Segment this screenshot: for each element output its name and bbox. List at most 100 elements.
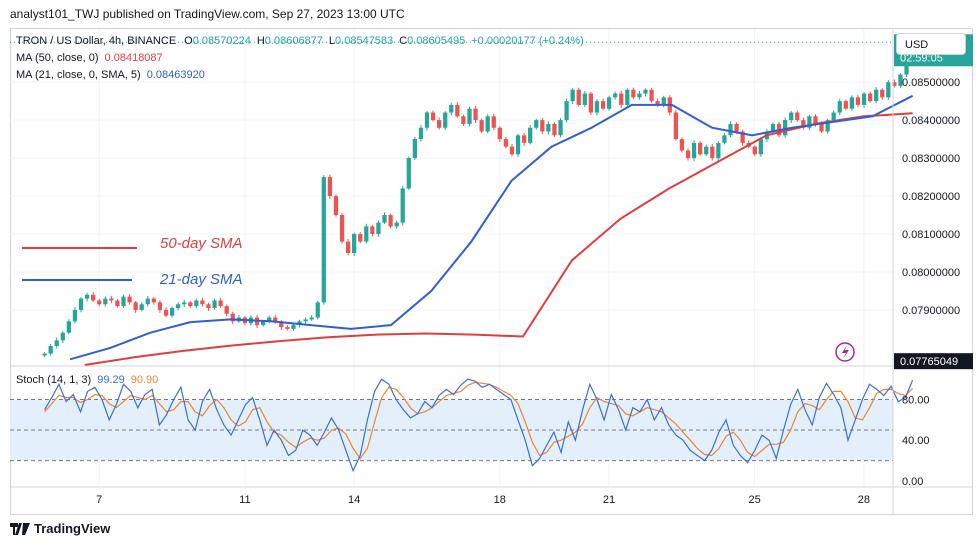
candle-body	[127, 296, 132, 303]
stoch-label: Stoch (14, 1, 3)	[16, 374, 92, 386]
price-tick-label: 0.08300000	[902, 153, 960, 165]
stoch-d-line	[44, 381, 914, 460]
candle-body	[139, 304, 144, 310]
countdown-text: 02:59:05	[900, 52, 943, 64]
candle-body	[376, 222, 381, 235]
low-value: 0.08547583	[335, 35, 394, 47]
candle-body	[212, 300, 217, 309]
candle-body	[406, 158, 411, 189]
candle-body	[339, 215, 345, 242]
candle-body	[224, 306, 229, 314]
time-tick-label: 21	[603, 494, 615, 506]
candle-body	[758, 139, 763, 155]
candle-body	[588, 93, 594, 113]
stoch-d-value: 90.90	[130, 374, 159, 386]
candle-body	[576, 89, 581, 105]
moving-averages	[69, 94, 914, 366]
candle-body	[279, 321, 284, 328]
candle-body	[115, 300, 120, 307]
candle-body	[109, 298, 114, 301]
candle-body	[364, 226, 369, 242]
candle-body	[528, 127, 533, 143]
candle-body	[552, 123, 557, 136]
candle-body	[874, 89, 879, 102]
sma50-annotation-label: 50-day SMA	[160, 235, 243, 252]
change-value: +0.00020177 (+0.24%)	[471, 35, 584, 47]
candle-body	[789, 112, 794, 121]
candle-body	[461, 116, 466, 124]
candle-body	[783, 120, 788, 136]
candle-body	[570, 89, 575, 102]
candle-body	[103, 298, 108, 305]
lightning-icon[interactable]	[835, 342, 855, 362]
time-tick-label: 18	[494, 494, 506, 506]
candle-body	[333, 196, 339, 216]
candle-body	[145, 298, 150, 305]
candle-body	[625, 89, 630, 105]
candle-body	[540, 120, 545, 132]
candle-body	[48, 346, 53, 354]
candle-body	[182, 302, 187, 305]
candle-body	[479, 120, 484, 132]
candle-body	[473, 108, 478, 121]
candle-body	[151, 298, 156, 303]
candle-body	[491, 116, 496, 128]
ma21-value: 0.08463920	[146, 69, 205, 81]
candle-body	[412, 139, 417, 159]
candle-body	[285, 327, 290, 329]
candle-body	[54, 340, 59, 347]
c-label: C	[399, 35, 408, 47]
candle-body	[394, 222, 399, 227]
candle-body	[497, 127, 502, 140]
h-label: H	[256, 35, 265, 47]
open-value: 0.08570224	[192, 35, 251, 47]
candle-body	[400, 188, 405, 223]
candle-body	[72, 309, 78, 322]
candle-body	[449, 104, 454, 113]
legend-stoch: Stoch (14, 1, 3) 99.29 90.90	[16, 374, 164, 386]
time-tick-label: 28	[858, 494, 870, 506]
tradingview-logo[interactable]: TradingView	[10, 521, 110, 536]
stoch-tick-label: 0.00	[902, 476, 923, 488]
candle-body	[534, 120, 539, 128]
candle-body	[691, 142, 697, 159]
candle-body	[880, 89, 885, 98]
legend-ma21: MA (21, close, 0, SMA, 5) 0.08463920	[16, 69, 211, 81]
candle-body	[485, 116, 490, 132]
candle-body	[855, 97, 861, 105]
candle-body	[443, 112, 448, 128]
candle-body	[430, 112, 436, 121]
candle-body	[770, 123, 776, 132]
candle-body	[503, 139, 509, 147]
candles	[42, 39, 915, 358]
candle-body	[42, 353, 47, 356]
candle-body	[515, 135, 521, 155]
candle-body	[600, 101, 606, 109]
candle-body	[321, 177, 326, 303]
tradingview-brand: TradingView	[34, 521, 111, 536]
candle-body	[200, 300, 205, 305]
candle-body	[97, 300, 102, 305]
candle-body	[594, 101, 600, 113]
candle-body	[84, 294, 90, 299]
candle-body	[613, 93, 618, 98]
candle-body	[558, 120, 563, 136]
candle-body	[60, 332, 65, 341]
candle-body	[807, 116, 812, 128]
currency-button[interactable]: USD	[896, 33, 966, 55]
stoch-k-value: 99.29	[97, 374, 125, 386]
sma21-annotation-label: 21-day SMA	[159, 271, 243, 288]
candle-body	[801, 120, 806, 128]
candle-body	[370, 226, 375, 235]
candle-body	[352, 234, 357, 253]
time-tick-label: 14	[348, 494, 360, 506]
published-caption: analyst101_TWJ published on TradingView.…	[10, 7, 405, 21]
candle-body	[163, 309, 169, 316]
candle-body	[679, 139, 685, 151]
stoch-k-line	[44, 378, 914, 473]
candle-body	[606, 97, 612, 109]
candle-body	[455, 104, 460, 117]
candle-body	[649, 89, 654, 102]
stoch-tick-label: 80.00	[902, 395, 930, 407]
